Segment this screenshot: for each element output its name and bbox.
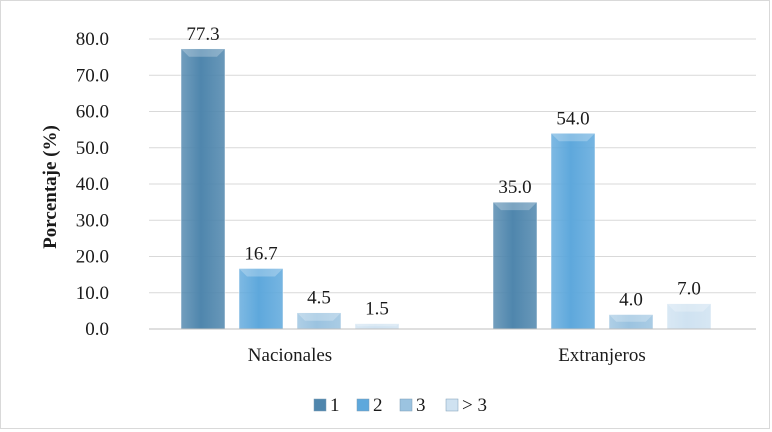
y-tick-label: 20.0 [76,247,109,268]
bar-extranjeros-series-4 [666,303,712,330]
data-label: 16.7 [244,243,277,264]
legend-entry: 3 [416,395,426,416]
bar-bevel [239,268,283,277]
bars [180,48,712,330]
y-tick-label: 10.0 [76,283,109,304]
data-label: 35.0 [498,177,531,198]
y-axis-ticks: 0.0 10.0 20.0 30.0 40.0 50.0 60.0 70.0 80.0 [76,29,109,340]
y-tick-label: 80.0 [76,29,109,50]
y-tick-label: 60.0 [76,102,109,123]
data-label: 4.0 [619,290,643,311]
y-axis-label: Porcentaje (%) [40,125,61,249]
bar-extranjeros-series-1 [492,201,538,330]
y-tick-label: 0.0 [85,319,109,340]
data-label: 4.5 [307,288,331,309]
legend-entry: 2 [373,395,383,416]
gridlines [149,38,756,294]
y-tick-label: 50.0 [76,138,109,159]
bar-bevel [551,133,595,142]
y-tick-label: 70.0 [76,65,109,86]
bar-nacionales-series-1 [180,48,226,330]
y-tick-label: 40.0 [76,174,109,195]
data-labels: 77.3 35.0 16.7 54.0 4.5 4.0 1.5 7.0 [186,24,701,320]
bar-bevel [493,202,537,211]
data-label: 54.0 [556,108,589,129]
bar-bevel [667,303,711,312]
legend-swatch [356,398,370,412]
legend-entry: 1 [330,395,340,416]
bar-bevel [609,314,653,322]
legend-swatch [445,398,459,412]
data-label: 1.5 [365,299,389,320]
bar-bevel [297,312,341,321]
data-label: 7.0 [677,279,701,300]
bar-extranjeros-series-2 [550,133,596,330]
x-axis-categories: Nacionales Extranjeros [248,345,646,366]
bar-nacionales-series-2 [238,268,284,330]
y-tick-label: 30.0 [76,210,109,231]
bar-bevel [355,323,399,327]
bar-bevel [181,48,225,57]
legend: 1 2 3 > 3 [313,395,487,416]
data-label: 77.3 [186,24,219,45]
x-category-label: Nacionales [248,345,332,366]
legend-swatch [399,398,413,412]
legend-entry: > 3 [462,395,487,416]
legend-swatch [313,398,327,412]
x-category-label: Extranjeros [558,345,646,366]
